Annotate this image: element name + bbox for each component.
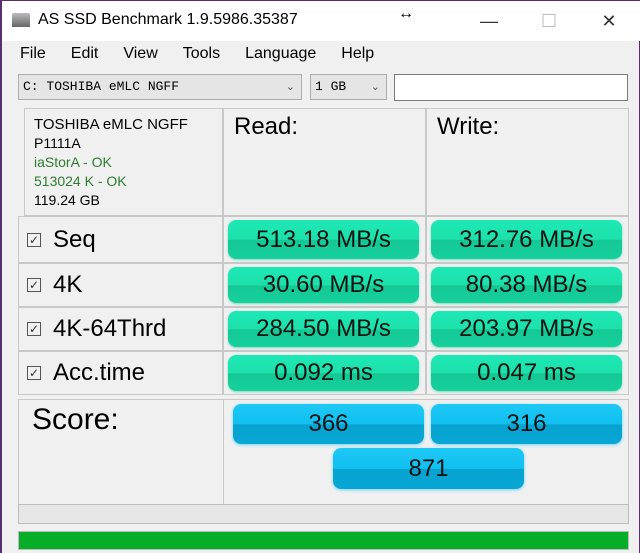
test-row-3: ✓ Acc.time bbox=[18, 351, 223, 395]
drive-select-value: C: TOSHIBA eMLC NGFF bbox=[23, 79, 180, 94]
test-row-2: ✓ 4K-64Thrd bbox=[18, 307, 223, 351]
maximize-button[interactable]: ☐ bbox=[540, 11, 558, 31]
write-result: 312.76 MB/s bbox=[431, 220, 622, 259]
read-score: 366 bbox=[233, 404, 424, 444]
write-header: Write: bbox=[426, 108, 629, 216]
test-label: Acc.time bbox=[53, 359, 146, 386]
close-button[interactable]: ✕ bbox=[601, 11, 617, 31]
divider bbox=[223, 400, 224, 523]
chevron-down-icon: ⌄ bbox=[285, 80, 295, 93]
drive-firmware: P1111A bbox=[34, 135, 81, 151]
menu-view[interactable]: View bbox=[123, 45, 158, 62]
chevron-down-icon: ⌄ bbox=[370, 80, 380, 93]
progress-bar-top bbox=[18, 504, 629, 524]
drive-model: TOSHIBA eMLC NGFF bbox=[34, 116, 188, 133]
menu-tools[interactable]: Tools bbox=[182, 45, 221, 62]
resize-cursor-icon: ↔ bbox=[398, 5, 414, 22]
write-score: 316 bbox=[431, 404, 622, 444]
driver-status: iaStorA - OK bbox=[34, 154, 112, 170]
write-result: 80.38 MB/s bbox=[431, 267, 622, 303]
read-result: 30.60 MB/s bbox=[228, 267, 419, 303]
write-result: 203.97 MB/s bbox=[431, 311, 622, 347]
score-label: Score: bbox=[32, 403, 119, 436]
test-row-1: ✓ 4K bbox=[18, 263, 223, 307]
checkbox[interactable]: ✓ bbox=[27, 278, 41, 292]
drive-capacity: 119.24 GB bbox=[34, 192, 100, 208]
test-label: 4K-64Thrd bbox=[53, 315, 167, 342]
read-result: 284.50 MB/s bbox=[228, 311, 419, 347]
drive-icon bbox=[12, 13, 30, 27]
write-result: 0.047 ms bbox=[431, 355, 622, 391]
minimize-button[interactable]: — bbox=[480, 11, 498, 31]
progress-bar-bottom bbox=[18, 531, 629, 550]
checkbox[interactable]: ✓ bbox=[27, 232, 41, 247]
test-label: 4K bbox=[53, 271, 83, 298]
menu-language[interactable]: Language bbox=[245, 45, 317, 62]
alignment-status: 513024 K - OK bbox=[34, 173, 127, 189]
menu-bar: File Edit View Tools Language Help bbox=[2, 45, 380, 69]
menu-help[interactable]: Help bbox=[341, 45, 375, 62]
drive-select[interactable]: C: TOSHIBA eMLC NGFF ⌄ bbox=[18, 74, 302, 100]
size-select-value: 1 GB bbox=[315, 79, 347, 94]
menu-edit[interactable]: Edit bbox=[70, 45, 99, 62]
progress-fill bbox=[19, 532, 628, 549]
test-label: Seq bbox=[53, 225, 96, 253]
text-input[interactable] bbox=[394, 74, 628, 101]
title-bar: AS SSD Benchmark 1.9.5986.35387 ↔ — ☐ ✕ bbox=[2, 1, 640, 41]
menu-file[interactable]: File bbox=[20, 45, 46, 62]
drive-info-panel: TOSHIBA eMLC NGFF P1111A iaStorA - OK 51… bbox=[24, 108, 223, 216]
checkbox[interactable]: ✓ bbox=[27, 322, 41, 336]
checkbox[interactable]: ✓ bbox=[27, 366, 41, 380]
window-title: AS SSD Benchmark 1.9.5986.35387 bbox=[38, 11, 298, 28]
read-result: 513.18 MB/s bbox=[228, 220, 419, 259]
size-select[interactable]: 1 GB ⌄ bbox=[310, 74, 387, 100]
read-result: 0.092 ms bbox=[228, 355, 419, 391]
test-row-0: ✓ Seq bbox=[18, 216, 223, 263]
total-score: 871 bbox=[333, 448, 524, 489]
read-header: Read: bbox=[223, 108, 426, 216]
